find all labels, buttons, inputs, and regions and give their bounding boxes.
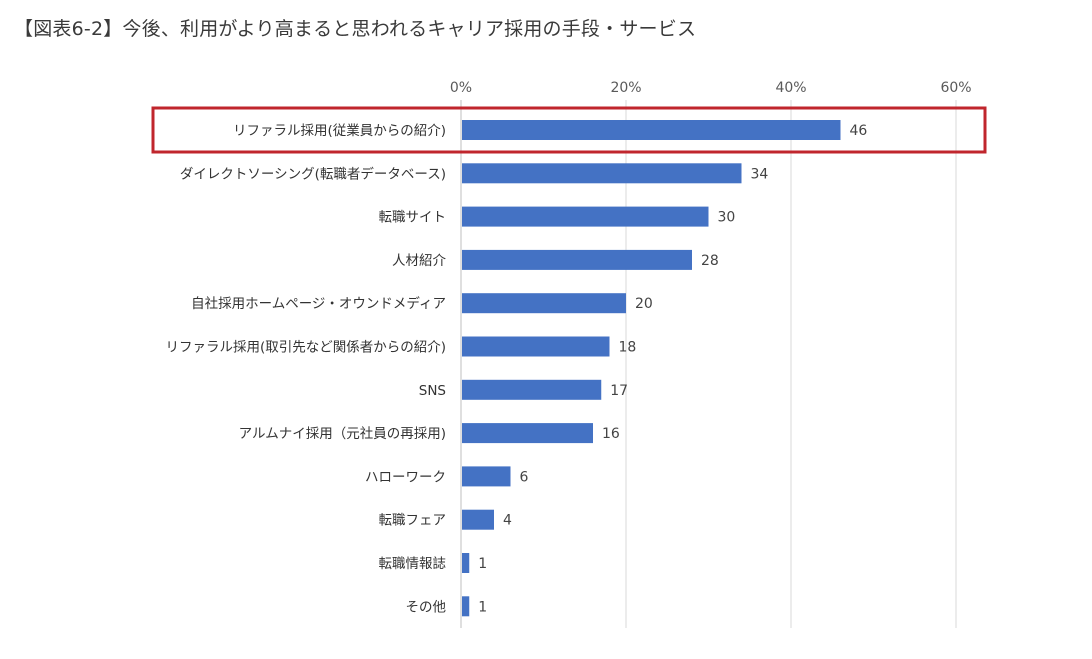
bar bbox=[462, 336, 610, 357]
x-tick-label: 60% bbox=[940, 80, 971, 96]
category-label: 人材紹介 bbox=[392, 253, 446, 269]
bar bbox=[462, 120, 841, 140]
bar bbox=[462, 293, 626, 314]
data-label: 34 bbox=[751, 166, 769, 182]
data-label: 46 bbox=[850, 123, 868, 139]
category-label: 転職情報誌 bbox=[379, 556, 447, 572]
category-label: アルムナイ採用（元社員の再採用) bbox=[239, 426, 446, 442]
bar bbox=[462, 379, 602, 400]
data-label: 1 bbox=[478, 599, 487, 615]
category-label: リファラル採用(従業員からの紹介) bbox=[233, 123, 446, 139]
category-label: ハローワーク bbox=[365, 469, 446, 485]
highlight-layer bbox=[151, 106, 987, 154]
category-labels: リファラル採用(従業員からの紹介) ダイレクトソーシング(転職者データベース) 転職… bbox=[165, 123, 446, 615]
bar bbox=[462, 509, 494, 530]
data-label: 18 bbox=[619, 340, 637, 356]
data-label: 16 bbox=[602, 426, 620, 442]
data-label: 1 bbox=[478, 556, 487, 572]
data-label: 20 bbox=[635, 296, 653, 312]
x-tick-label: 40% bbox=[775, 80, 806, 96]
gridlines bbox=[460, 100, 957, 628]
bar bbox=[462, 163, 742, 184]
value-labels: 46 34 30 28 20 18 17 16 6 4 1 1 bbox=[478, 123, 867, 615]
x-tick-label: 0% bbox=[450, 80, 472, 96]
data-label: 6 bbox=[520, 469, 529, 485]
data-label: 28 bbox=[701, 253, 719, 269]
highlight-box bbox=[151, 106, 987, 154]
category-label: リファラル採用(取引先など関係者からの紹介) bbox=[165, 340, 446, 356]
bar bbox=[462, 466, 511, 487]
data-label: 30 bbox=[718, 210, 736, 226]
x-tick-label: 20% bbox=[610, 80, 641, 96]
x-axis-ticks: 0% 20% 40% 60% bbox=[450, 80, 972, 96]
data-label: 17 bbox=[610, 383, 628, 399]
bar bbox=[462, 596, 470, 617]
category-label: ダイレクトソーシング(転職者データベース) bbox=[180, 165, 446, 182]
data-label: 4 bbox=[503, 513, 512, 529]
bar bbox=[462, 206, 709, 227]
category-label: 転職フェア bbox=[379, 513, 447, 529]
bar bbox=[462, 553, 470, 573]
bar bbox=[462, 423, 593, 444]
bars bbox=[462, 120, 841, 617]
category-label: 自社採用ホームページ・オウンドメディア bbox=[191, 295, 446, 312]
category-label: SNS bbox=[419, 383, 446, 399]
bar bbox=[462, 249, 692, 270]
category-label: その他 bbox=[406, 599, 447, 615]
category-label: 転職サイト bbox=[379, 210, 447, 226]
chart-title: 【図表6-2】今後、利用がより高まると思われるキャリア採用の手段・サービス bbox=[14, 18, 697, 40]
